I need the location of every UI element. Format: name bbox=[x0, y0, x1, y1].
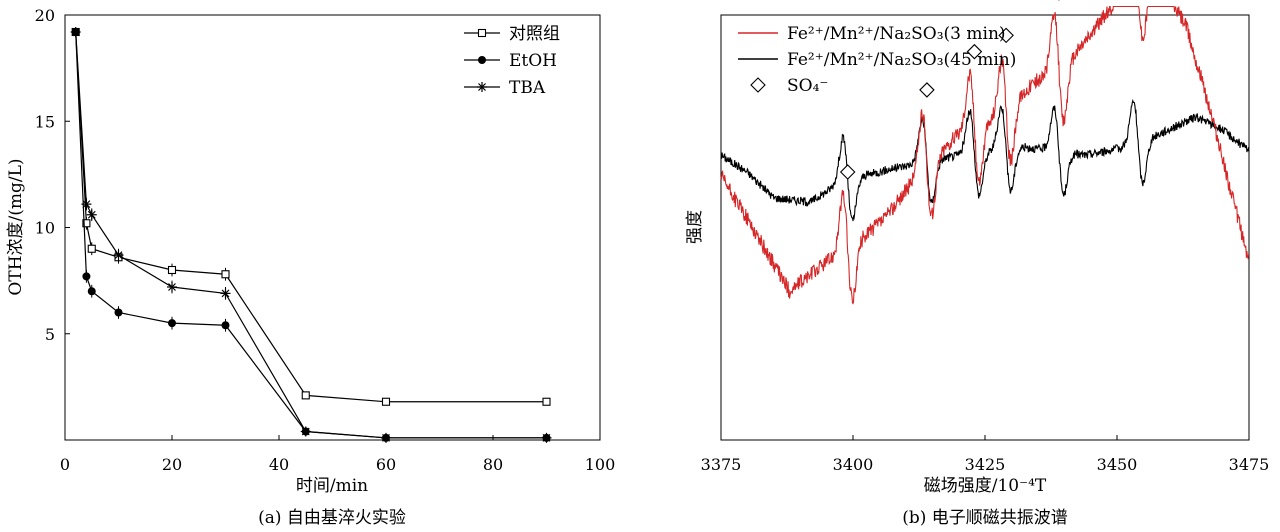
chart-b-xtick-label: 3425 bbox=[965, 455, 1006, 474]
chart-a-ylabel: OTH浓度/(mg/L) bbox=[6, 158, 26, 295]
chart-a-point-asterisk bbox=[81, 199, 92, 210]
chart-b-xtick-label: 3400 bbox=[833, 455, 874, 474]
chart-a-point-square bbox=[221, 270, 230, 279]
chart-b-xtick-label: 3450 bbox=[1097, 455, 1138, 474]
chart-a-caption: (a) 自由基淬火实验 bbox=[258, 508, 406, 528]
chart-a-point-square bbox=[82, 219, 91, 228]
chart-a-point-square bbox=[381, 397, 391, 406]
chart-a-point-asterisk bbox=[541, 432, 552, 443]
chart-a-point-square bbox=[477, 28, 487, 38]
chart-a-point-asterisk bbox=[220, 288, 231, 299]
chart-b-xtick-label: 3375 bbox=[701, 455, 742, 474]
chart-b-caption: (b) 电子顺磁共振波谱 bbox=[902, 508, 1068, 528]
chart-b-legend-label: SO₄⁻ bbox=[787, 76, 828, 96]
chart-a-ytick-label: 10 bbox=[35, 219, 55, 238]
chart-b-spectrum-line bbox=[720, 5, 1250, 305]
chart-a-ytick-label: 15 bbox=[35, 112, 55, 131]
chart-a-point-circle bbox=[82, 272, 91, 281]
chart-a-point-circle bbox=[221, 321, 230, 330]
chart-a-legend-label: EtOH bbox=[509, 51, 557, 71]
chart-a-series-line bbox=[75, 31, 547, 439]
chart-a-point-asterisk bbox=[167, 282, 177, 292]
chart-a-point-circle bbox=[478, 56, 486, 64]
chart-a-ytick-label: 20 bbox=[35, 6, 55, 25]
chart-b-peak-diamond bbox=[839, 164, 856, 180]
chart-a-ytick-label: 5 bbox=[45, 325, 55, 344]
chart-a-point-asterisk bbox=[381, 432, 391, 443]
chart-b-legend-label: Fe²⁺/Mn²⁺/Na₂SO₃(45 min) bbox=[787, 50, 1016, 70]
chart-a-point-asterisk bbox=[113, 250, 124, 261]
chart-a-point-circle bbox=[87, 287, 96, 296]
chart-b-xtick-label: 3475 bbox=[1229, 455, 1270, 474]
chart-b-peak-diamond bbox=[966, 43, 983, 60]
chart-a-series-line bbox=[75, 31, 547, 439]
chart-a-legend: 对照组 EtOH TBA bbox=[464, 24, 560, 98]
chart-b-legend-diamond bbox=[750, 77, 766, 93]
chart-a-xtick-label: 20 bbox=[162, 455, 182, 474]
chart-a-point-asterisk bbox=[300, 426, 311, 437]
chart-a-point-square bbox=[542, 397, 551, 406]
chart-b-peak-diamond bbox=[919, 82, 935, 98]
chart-a-point-circle bbox=[114, 308, 123, 317]
chart-b-peak-diamond bbox=[998, 27, 1014, 44]
chart-a-point-asterisk bbox=[86, 209, 97, 220]
chart-a-point-square bbox=[87, 244, 96, 253]
chart-a-legend-label: TBA bbox=[509, 78, 546, 98]
chart-a-xlabel: 时间/min bbox=[296, 476, 368, 496]
chart-a-point-square bbox=[301, 391, 310, 400]
chart-b-epr: 3375 3400 3425 3450 3475 Fe²⁺/Mn²⁺/Na₂SO₃(3 … bbox=[685, 0, 1269, 528]
chart-a-xtick-label: 40 bbox=[269, 455, 289, 474]
chart-a-xtick-label: 60 bbox=[376, 455, 396, 474]
chart-b-xlabel: 磁场强度/10⁻⁴T bbox=[924, 476, 1047, 496]
chart-a-xtick-label: 0 bbox=[60, 455, 70, 474]
chart-b-ylabel: 强度 bbox=[685, 210, 705, 244]
chart-a-legend-label: 对照组 bbox=[509, 24, 560, 44]
chart-a-point-asterisk bbox=[70, 27, 81, 37]
chart-b-spectrum-line bbox=[720, 98, 1250, 222]
chart-a-quench: 0 20 40 60 80 100 5 10 15 20 对照组 EtOH TBA 时间/min OT… bbox=[6, 6, 615, 528]
chart-a-xtick-label: 100 bbox=[585, 455, 616, 474]
chart-a-point-square bbox=[167, 265, 177, 275]
chart-a-xtick-label: 80 bbox=[483, 455, 503, 474]
chart-a-point-asterisk bbox=[477, 82, 487, 92]
chart-b-legend: Fe²⁺/Mn²⁺/Na₂SO₃(3 min) Fe²⁺/Mn²⁺/Na₂SO₃(… bbox=[738, 24, 1016, 96]
chart-b-legend-label: Fe²⁺/Mn²⁺/Na₂SO₃(3 min) bbox=[787, 24, 1006, 44]
chart-a-point-circle bbox=[168, 319, 176, 328]
